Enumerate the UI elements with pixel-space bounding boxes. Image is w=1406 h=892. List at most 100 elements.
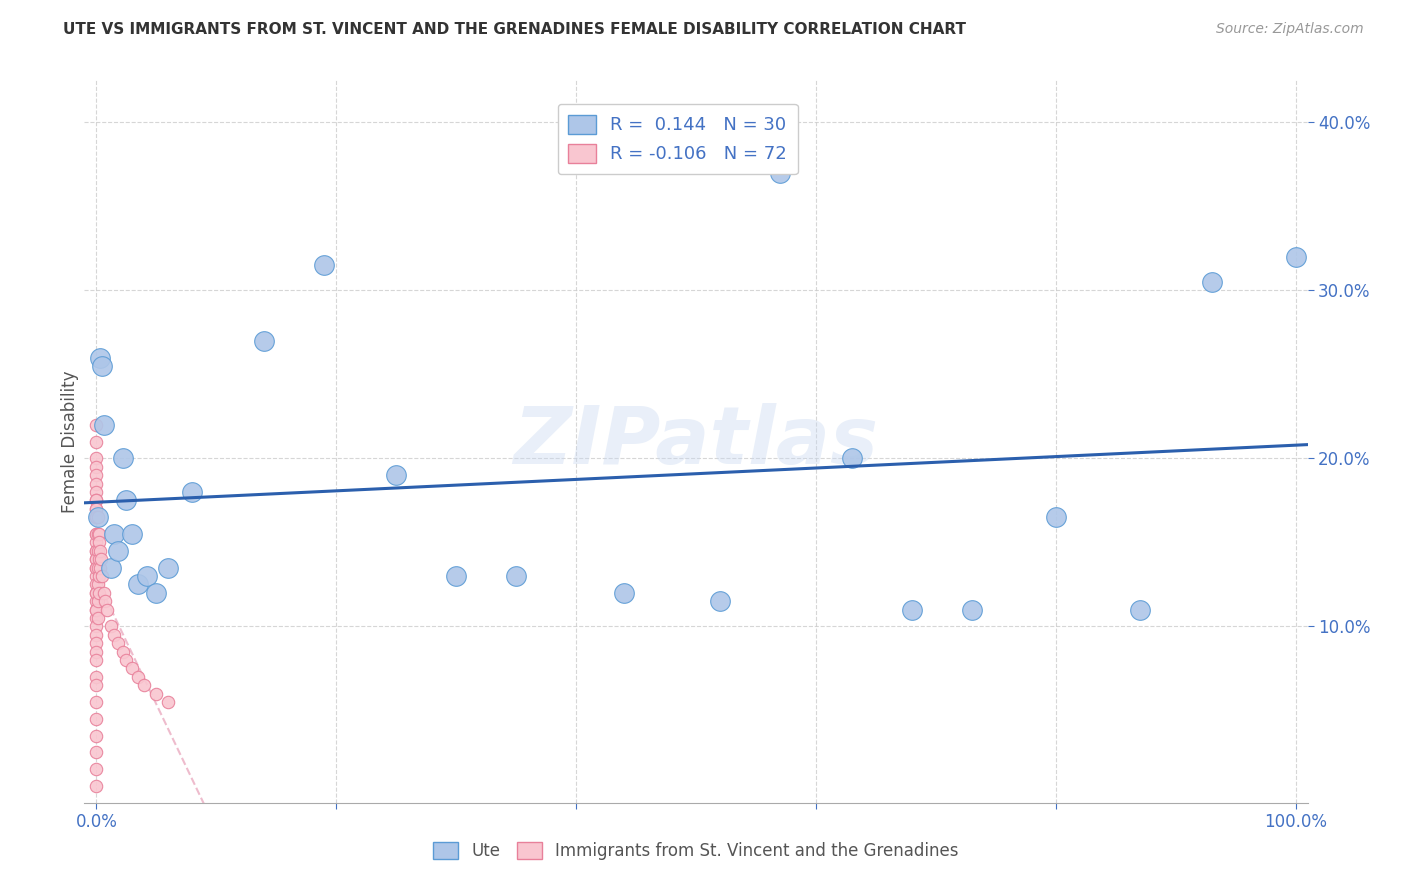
Point <box>86 510 108 524</box>
Point <box>87 569 110 583</box>
Point <box>127 577 149 591</box>
Point <box>145 586 167 600</box>
Point <box>107 543 129 558</box>
Point <box>86 543 108 558</box>
Point <box>86 695 108 709</box>
Point <box>86 636 108 650</box>
Point <box>86 543 108 558</box>
Y-axis label: Female Disability: Female Disability <box>62 370 80 513</box>
Point <box>86 670 108 684</box>
Point <box>87 527 110 541</box>
Point <box>1045 510 1067 524</box>
Point <box>87 552 110 566</box>
Point <box>96 602 118 616</box>
Point <box>91 569 114 583</box>
Point <box>145 687 167 701</box>
Point <box>86 552 108 566</box>
Text: Source: ZipAtlas.com: Source: ZipAtlas.com <box>1216 22 1364 37</box>
Point <box>86 729 108 743</box>
Point <box>111 451 134 466</box>
Point <box>86 611 108 625</box>
Point <box>86 678 108 692</box>
Point <box>901 602 924 616</box>
Point <box>86 468 108 483</box>
Point <box>86 417 108 432</box>
Point <box>444 569 467 583</box>
Point <box>385 468 408 483</box>
Legend: Ute, Immigrants from St. Vincent and the Grenadines: Ute, Immigrants from St. Vincent and the… <box>426 835 966 867</box>
Point <box>86 653 108 667</box>
Point <box>86 535 108 549</box>
Point <box>86 527 108 541</box>
Point <box>86 577 108 591</box>
Point <box>86 543 108 558</box>
Point <box>613 586 636 600</box>
Point <box>841 451 863 466</box>
Point <box>111 644 134 658</box>
Point <box>93 586 115 600</box>
Text: UTE VS IMMIGRANTS FROM ST. VINCENT AND THE GRENADINES FEMALE DISABILITY CORRELAT: UTE VS IMMIGRANTS FROM ST. VINCENT AND T… <box>63 22 966 37</box>
Point <box>86 602 108 616</box>
Point <box>86 510 108 524</box>
Point <box>86 510 108 524</box>
Point <box>86 628 108 642</box>
Point <box>505 569 527 583</box>
Point <box>121 527 143 541</box>
Point <box>86 501 108 516</box>
Point <box>103 527 125 541</box>
Point <box>86 586 108 600</box>
Point <box>86 560 108 574</box>
Point <box>86 619 108 633</box>
Point <box>100 560 122 574</box>
Point <box>93 594 117 608</box>
Point <box>86 560 108 574</box>
Point <box>89 351 111 365</box>
Point <box>86 527 108 541</box>
Point <box>121 661 143 675</box>
Point <box>960 602 983 616</box>
Point <box>115 493 138 508</box>
Point <box>86 552 108 566</box>
Point <box>93 417 115 432</box>
Point <box>91 359 114 373</box>
Point <box>127 670 149 684</box>
Point <box>86 586 108 600</box>
Point <box>86 510 108 524</box>
Point <box>134 678 156 692</box>
Text: ZIPatlas: ZIPatlas <box>513 402 879 481</box>
Point <box>115 653 138 667</box>
Point <box>103 628 125 642</box>
Point <box>86 451 108 466</box>
Point <box>100 619 122 633</box>
Point <box>86 501 108 516</box>
Point <box>89 543 111 558</box>
Point <box>181 485 204 500</box>
Point <box>1129 602 1152 616</box>
Point <box>86 762 108 776</box>
Point <box>86 527 108 541</box>
Point <box>709 594 731 608</box>
Point <box>86 611 108 625</box>
Point <box>89 560 111 574</box>
Point <box>86 485 108 500</box>
Point <box>86 560 108 574</box>
Point <box>86 745 108 759</box>
Point <box>87 586 110 600</box>
Point <box>86 569 108 583</box>
Point <box>86 459 108 474</box>
Point <box>86 644 108 658</box>
Point <box>253 334 276 348</box>
Point <box>769 166 792 180</box>
Point <box>86 594 108 608</box>
Point <box>314 258 336 272</box>
Point <box>86 594 108 608</box>
Point <box>135 569 157 583</box>
Point <box>86 712 108 726</box>
Point <box>86 493 108 508</box>
Point <box>86 476 108 491</box>
Point <box>157 695 180 709</box>
Point <box>86 779 108 793</box>
Point <box>157 560 180 574</box>
Point <box>1284 250 1306 264</box>
Point <box>90 552 112 566</box>
